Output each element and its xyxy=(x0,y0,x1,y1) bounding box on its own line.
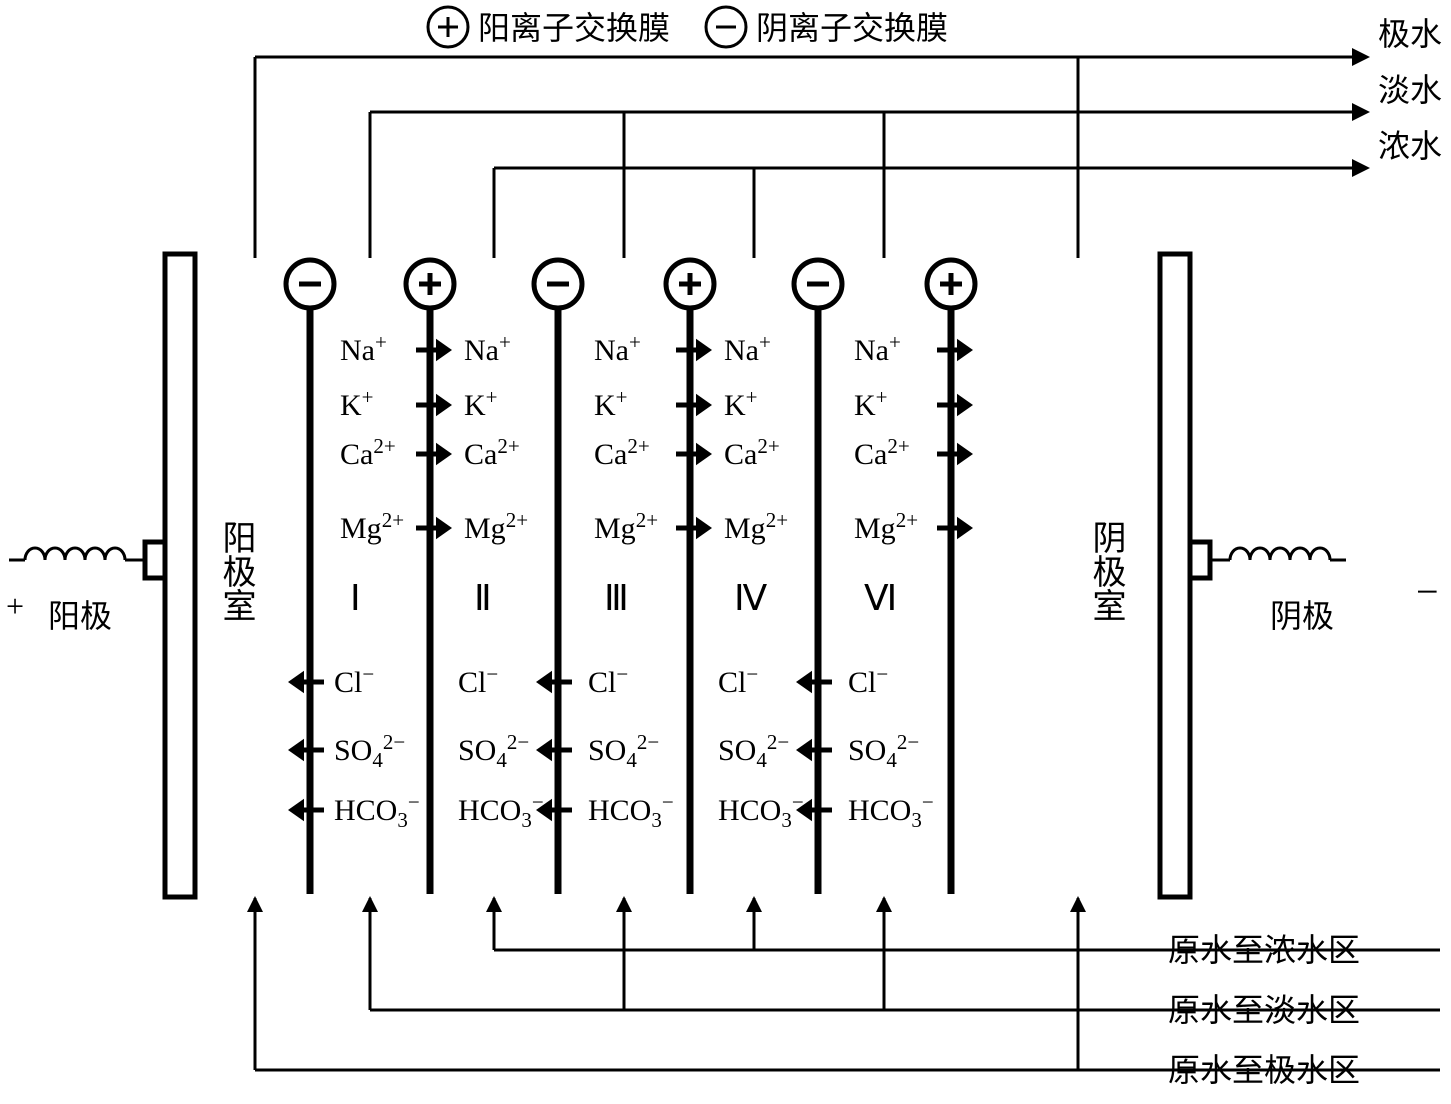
chamber-roman: Ⅵ xyxy=(864,580,897,616)
cation-label: Ca2+ xyxy=(340,436,396,470)
anion-label: Cl− xyxy=(334,664,374,698)
arrow-tick-icon xyxy=(957,517,973,539)
cathode-minus-sign: − xyxy=(1416,572,1439,612)
anion-label: SO42− xyxy=(588,732,659,771)
outlet-nongshui-label: 浓水 xyxy=(1378,130,1442,162)
arrow-tick-icon xyxy=(957,339,973,361)
cation-label: K+ xyxy=(724,387,758,421)
cation-label: Na+ xyxy=(464,332,511,366)
arrow-tick-icon xyxy=(436,443,452,465)
inlet-dan-label: 原水至淡水区 xyxy=(1168,994,1360,1026)
anode-plate xyxy=(165,254,195,897)
arrow-tick-icon xyxy=(288,671,304,693)
arrow-tick-icon xyxy=(436,339,452,361)
inlet-nong-label: 原水至浓水区 xyxy=(1168,934,1360,966)
cation-label: Mg2+ xyxy=(724,510,788,544)
cation-label: Mg2+ xyxy=(594,510,658,544)
chamber-roman: Ⅱ xyxy=(474,580,492,616)
chamber-roman: Ⅳ xyxy=(734,580,767,616)
legend-minus-label: 阴离子交换膜 xyxy=(756,12,948,44)
anion-label: SO42− xyxy=(334,732,405,771)
arrow-tick-icon xyxy=(696,443,712,465)
outlet-jishui-label: 极水 xyxy=(1378,18,1442,50)
arrow-tick-icon xyxy=(436,394,452,416)
anion-label: Cl− xyxy=(718,664,758,698)
cation-label: Ca2+ xyxy=(854,436,910,470)
inlet-arrow-icon xyxy=(616,896,632,912)
anion-label: HCO3− xyxy=(588,792,674,831)
cathode-coil-icon xyxy=(1230,548,1330,560)
arrow-tick-icon xyxy=(288,739,304,761)
anion-label: HCO3− xyxy=(848,792,934,831)
cation-label: Ca2+ xyxy=(594,436,650,470)
arrow-tick-icon xyxy=(288,799,304,821)
inlet-arrow-icon xyxy=(876,896,892,912)
cathode-label: 阴极 xyxy=(1270,600,1334,632)
cation-label: K+ xyxy=(854,387,888,421)
chamber-roman: Ⅲ xyxy=(604,580,629,616)
anode-plus-sign: + xyxy=(6,590,24,622)
arrow-tick-icon xyxy=(536,739,552,761)
inlet-arrow-icon xyxy=(746,896,762,912)
anion-label: SO42− xyxy=(848,732,919,771)
arrow-tick-icon xyxy=(436,517,452,539)
anion-label: Cl− xyxy=(458,664,498,698)
cathode-chamber-label: 阴极室 xyxy=(1088,520,1122,622)
legend-plus-label: 阳离子交换膜 xyxy=(478,12,670,44)
anode-label: 阳极 xyxy=(48,600,112,632)
arrow-tick-icon xyxy=(696,517,712,539)
inlet-arrow-icon xyxy=(362,896,378,912)
anion-label: SO42− xyxy=(718,732,789,771)
cation-label: Mg2+ xyxy=(854,510,918,544)
inlet-arrow-icon xyxy=(486,896,502,912)
arrow-tick-icon xyxy=(696,394,712,416)
cation-label: Na+ xyxy=(724,332,771,366)
outlet-danshui-label: 淡水 xyxy=(1378,74,1442,106)
cation-label: Na+ xyxy=(340,332,387,366)
arrow-tick-icon xyxy=(957,443,973,465)
anode-coil-icon xyxy=(25,548,125,560)
anion-label: Cl− xyxy=(588,664,628,698)
inlet-ji-label: 原水至极水区 xyxy=(1168,1054,1360,1086)
arrow-tick-icon xyxy=(536,671,552,693)
chamber-roman: Ⅰ xyxy=(350,580,361,616)
cation-label: Na+ xyxy=(594,332,641,366)
inlet-arrow-icon xyxy=(247,896,263,912)
cation-label: Ca2+ xyxy=(724,436,780,470)
anion-label: HCO3− xyxy=(718,792,804,831)
anion-label: HCO3− xyxy=(458,792,544,831)
cation-label: K+ xyxy=(340,387,374,421)
anion-label: SO42− xyxy=(458,732,529,771)
cation-label: Mg2+ xyxy=(464,510,528,544)
cathode-plate xyxy=(1160,254,1190,897)
anion-label: HCO3− xyxy=(334,792,420,831)
arrow-tick-icon xyxy=(957,394,973,416)
cation-label: K+ xyxy=(594,387,628,421)
anion-label: Cl− xyxy=(848,664,888,698)
cation-label: K+ xyxy=(464,387,498,421)
cation-label: Ca2+ xyxy=(464,436,520,470)
arrow-tick-icon xyxy=(796,671,812,693)
cation-label: Mg2+ xyxy=(340,510,404,544)
inlet-arrow-icon xyxy=(1070,896,1086,912)
arrow-tick-icon xyxy=(796,739,812,761)
anode-chamber-label: 阳极室 xyxy=(218,520,252,622)
cation-label: Na+ xyxy=(854,332,901,366)
arrow-tick-icon xyxy=(696,339,712,361)
